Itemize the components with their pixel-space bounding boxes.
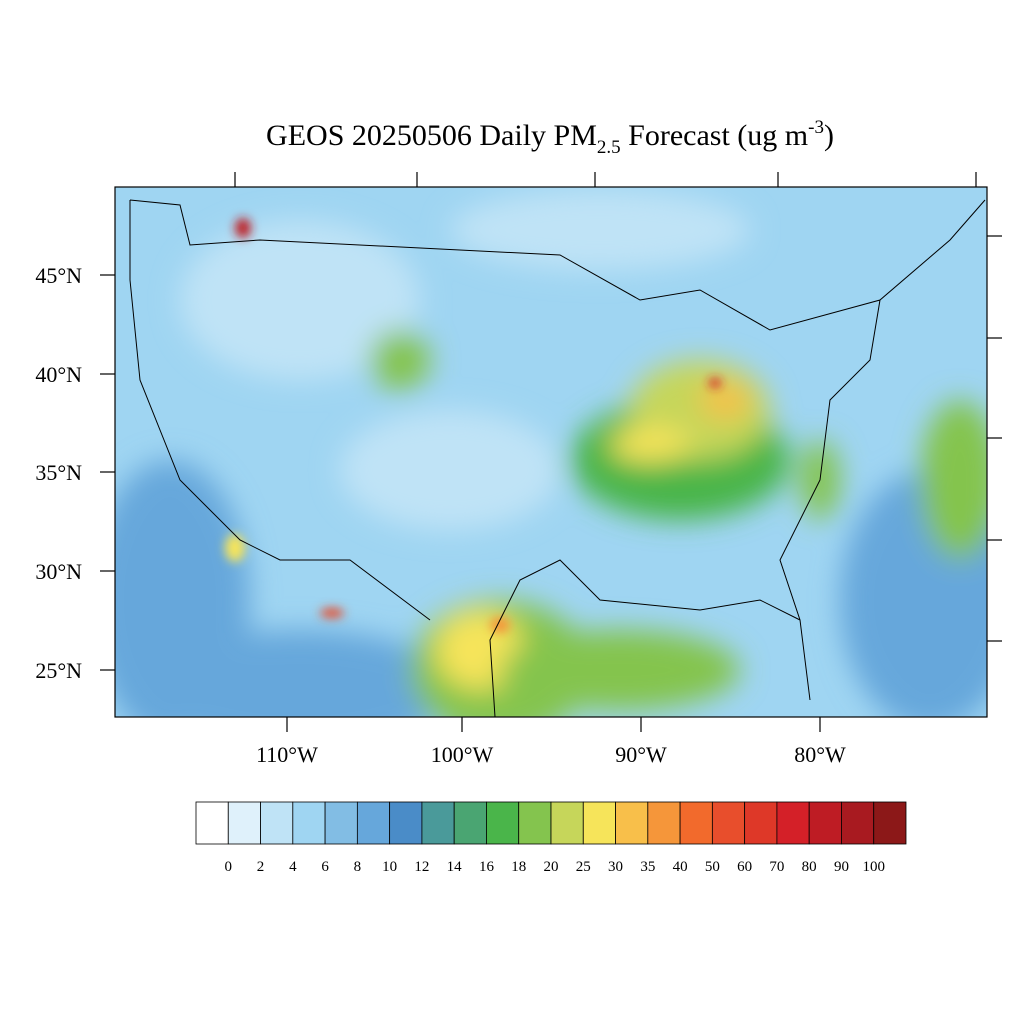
colorbar-swatch [389,801,423,845]
lat-label: 35°N [35,460,82,485]
lat-label: 30°N [35,559,82,584]
colorbar-swatch [227,801,261,845]
title-end: ) [824,119,834,152]
colorbar-swatch [292,801,326,845]
map-field [115,187,987,717]
colorbar-label: 40 [673,859,688,875]
colorbar-swatch [195,801,229,845]
colorbar-swatch [582,801,616,845]
colorbar-label: 90 [834,859,849,875]
colorbar-label: 12 [414,859,429,875]
colorbar-swatch [744,801,778,845]
lon-label: 100°W [431,742,494,767]
colorbar-swatch [324,801,358,845]
colorbar-label: 10 [382,859,397,875]
lat-label: 45°N [35,263,82,288]
colorbar-swatch [679,801,713,845]
colorbar-label: 70 [769,859,784,875]
colorbar-label: 20 [544,859,559,875]
colorbar-swatch [873,801,907,845]
title-subscript: 2.5 [597,137,621,158]
colorbar-swatch [647,801,681,845]
colorbar-label: 0 [225,859,233,875]
colorbar-label: 80 [802,859,817,875]
colorbar-swatch [711,801,746,845]
colorbar-label: 6 [321,859,329,875]
colorbar-label: 25 [576,859,591,875]
colorbar-label: 35 [640,859,655,875]
title-superscript: -3 [808,117,824,138]
colorbar-swatch [453,801,487,845]
colorbar-label: 8 [354,859,362,875]
colorbar-swatch [421,801,455,845]
title: GEOS 20250506 Daily PM2.5 Forecast (ug m… [266,117,834,158]
colorbar-swatch [356,801,391,845]
colorbar-label: 100 [862,859,885,875]
colorbar-swatch [260,801,294,845]
lat-label: 40°N [35,362,82,387]
lat-label: 25°N [35,658,82,683]
frame-ticks [100,172,1002,732]
lon-label: 110°W [256,742,318,767]
colorbar-swatch [486,801,520,845]
colorbar-swatch [808,801,842,845]
map-frame [114,186,988,718]
colorbar-swatch [615,801,649,845]
colorbar-swatch [841,801,875,845]
colorbar-label: 16 [479,859,495,875]
title-main: GEOS 20250506 Daily PM [266,119,597,152]
colorbar-swatch [550,801,584,845]
colorbar-label: 60 [737,859,752,875]
title-middle: Forecast (ug m [621,119,808,152]
colorbar-label: 4 [289,859,297,875]
colorbar-label: 50 [705,859,720,875]
colorbar-swatch [518,801,552,845]
colorbar-label: 2 [257,859,265,875]
colorbar-label: 18 [511,859,526,875]
colorbar-swatch [776,801,810,845]
colorbar-label: 14 [447,859,463,875]
lon-label: 80°W [794,742,846,767]
colorbar-label: 30 [608,859,623,875]
lon-label: 90°W [615,742,667,767]
